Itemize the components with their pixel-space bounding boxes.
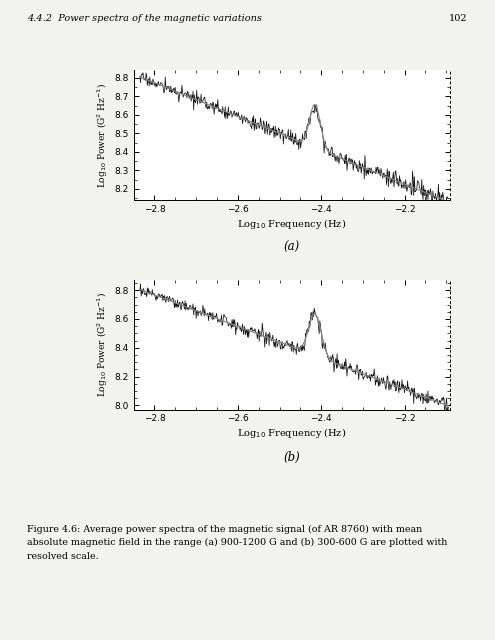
Text: Figure 4.6: Average power spectra of the magnetic signal (of AR 8760) with mean
: Figure 4.6: Average power spectra of the…	[27, 525, 447, 561]
X-axis label: Log$_{10}$ Frequency (Hz): Log$_{10}$ Frequency (Hz)	[238, 216, 346, 230]
Text: (b): (b)	[284, 451, 300, 464]
Text: 4.4.2  Power spectra of the magnetic variations: 4.4.2 Power spectra of the magnetic vari…	[27, 14, 262, 23]
Text: (a): (a)	[284, 241, 300, 254]
Text: 102: 102	[449, 14, 468, 23]
Y-axis label: Log$_{10}$ Power (G$^2$ Hz$^{-1}$): Log$_{10}$ Power (G$^2$ Hz$^{-1}$)	[96, 292, 110, 397]
X-axis label: Log$_{10}$ Frequency (Hz): Log$_{10}$ Frequency (Hz)	[238, 426, 346, 440]
Y-axis label: Log$_{10}$ Power (G$^2$ Hz$^{-1}$): Log$_{10}$ Power (G$^2$ Hz$^{-1}$)	[96, 83, 110, 188]
